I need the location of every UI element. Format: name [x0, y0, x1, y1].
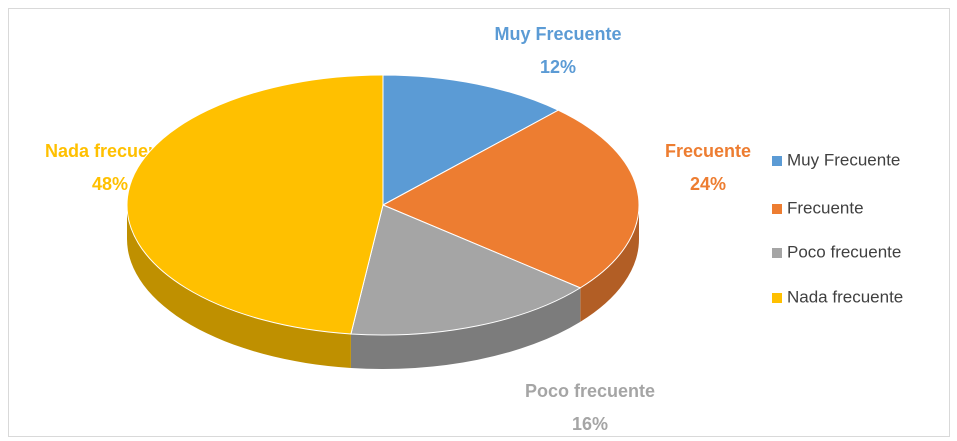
data-label-value: 12%	[540, 57, 576, 77]
slice	[350, 204, 582, 336]
legend-label: Poco frecuente	[787, 242, 901, 261]
legend-swatch	[772, 293, 782, 303]
slice	[381, 109, 640, 289]
legend-label: Frecuente	[787, 198, 864, 217]
data-label-value: 24%	[690, 174, 726, 194]
data-label-name: Nada frecuente	[45, 141, 175, 161]
data-label-value: 16%	[572, 414, 608, 434]
legend-swatch	[772, 156, 782, 166]
data-label-name: Frecuente	[665, 141, 751, 161]
legend-label: Muy Frecuente	[787, 150, 900, 169]
data-label-name: Muy Frecuente	[494, 24, 621, 44]
data-label-value: 48%	[92, 174, 128, 194]
slice-side	[580, 205, 639, 322]
legend-swatch	[772, 204, 782, 214]
legend-label: Nada frecuente	[787, 287, 903, 306]
legend-swatch	[772, 248, 782, 258]
slice	[126, 74, 384, 335]
data-label-name: Poco frecuente	[525, 381, 655, 401]
slice	[382, 74, 560, 206]
